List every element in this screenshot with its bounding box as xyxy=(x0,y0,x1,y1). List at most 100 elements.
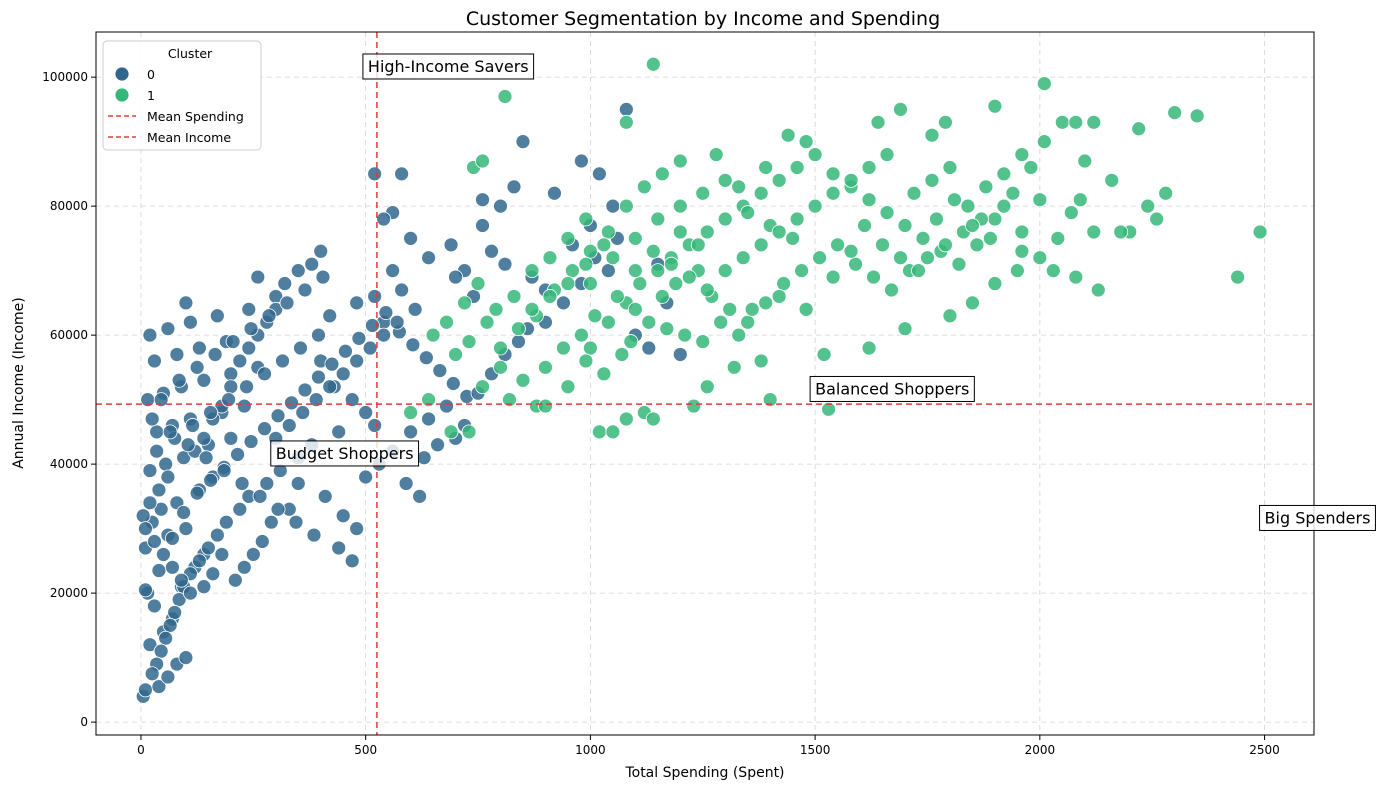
x-tick-label: 0 xyxy=(137,743,145,757)
data-point-cluster-1 xyxy=(515,372,531,388)
data-point-cluster-0 xyxy=(293,340,308,356)
data-point-cluster-1 xyxy=(1158,185,1174,201)
data-point-cluster-0 xyxy=(497,256,513,272)
data-point-cluster-1 xyxy=(596,366,612,382)
data-point-cluster-0 xyxy=(349,353,365,369)
data-point-cluster-1 xyxy=(830,237,845,253)
data-point-cluster-0 xyxy=(281,418,297,433)
data-point-cluster-1 xyxy=(659,321,675,337)
data-point-cluster-1 xyxy=(794,263,810,279)
data-point-cluster-0 xyxy=(203,472,219,488)
y-tick-label: 40000 xyxy=(50,457,88,471)
data-point-cluster-1 xyxy=(1005,185,1021,201)
data-point-cluster-0 xyxy=(252,488,268,504)
data-point-cluster-1 xyxy=(798,301,814,317)
data-point-cluster-0 xyxy=(160,321,176,337)
data-point-cluster-0 xyxy=(418,350,434,366)
data-point-cluster-0 xyxy=(475,218,490,233)
data-point-cluster-1 xyxy=(497,89,513,104)
data-point-cluster-1 xyxy=(861,160,877,175)
data-point-cluster-1 xyxy=(641,314,657,330)
data-point-cluster-1 xyxy=(403,405,419,420)
data-point-cluster-1 xyxy=(578,256,594,272)
data-point-cluster-1 xyxy=(1014,147,1030,162)
data-point-cluster-1 xyxy=(1104,172,1120,188)
data-point-cluster-0 xyxy=(144,411,160,427)
data-point-cluster-1 xyxy=(915,230,931,246)
data-point-cluster-1 xyxy=(776,276,792,291)
data-point-cluster-0 xyxy=(151,482,167,498)
data-point-cluster-1 xyxy=(879,205,895,220)
data-point-cluster-1 xyxy=(807,147,823,162)
data-point-cluster-1 xyxy=(965,295,980,311)
data-point-cluster-0 xyxy=(311,327,326,343)
data-point-cluster-0 xyxy=(515,134,531,150)
data-point-cluster-0 xyxy=(556,295,571,311)
data-point-cluster-1 xyxy=(857,218,872,233)
data-point-cluster-0 xyxy=(178,650,194,666)
data-point-cluster-0 xyxy=(169,347,185,362)
data-point-cluster-0 xyxy=(288,514,304,530)
data-point-cluster-0 xyxy=(162,617,178,633)
data-point-cluster-1 xyxy=(1045,263,1061,279)
data-point-cluster-1 xyxy=(987,276,1003,291)
data-point-cluster-0 xyxy=(421,411,436,427)
data-point-cluster-0 xyxy=(430,437,445,453)
data-point-cluster-0 xyxy=(362,340,378,356)
data-point-cluster-1 xyxy=(996,166,1012,182)
data-point-cluster-0 xyxy=(257,421,272,437)
data-point-cluster-1 xyxy=(672,198,688,214)
data-point-cluster-1 xyxy=(556,340,571,356)
data-point-cluster-0 xyxy=(160,469,176,485)
data-point-cluster-0 xyxy=(232,501,248,517)
data-point-cluster-0 xyxy=(270,408,286,424)
data-point-cluster-1 xyxy=(960,198,976,214)
data-point-cluster-1 xyxy=(542,289,558,304)
data-point-cluster-0 xyxy=(153,643,169,659)
data-point-cluster-1 xyxy=(717,172,733,188)
data-point-cluster-0 xyxy=(223,366,239,382)
data-point-cluster-0 xyxy=(147,534,162,549)
data-point-cluster-1 xyxy=(506,289,522,304)
data-point-cluster-1 xyxy=(1023,160,1039,175)
data-point-cluster-1 xyxy=(618,198,634,214)
data-point-cluster-0 xyxy=(389,314,405,330)
data-point-cluster-0 xyxy=(306,527,322,543)
data-point-cluster-0 xyxy=(475,192,490,208)
data-point-cluster-0 xyxy=(493,198,508,214)
data-point-cluster-1 xyxy=(677,327,693,343)
data-point-cluster-0 xyxy=(344,553,360,569)
legend-label-mean-spending: Mean Spending xyxy=(147,109,244,124)
y-tick-label: 60000 xyxy=(50,328,88,342)
data-point-cluster-1 xyxy=(812,250,828,266)
data-point-cluster-1 xyxy=(753,353,769,369)
data-point-cluster-0 xyxy=(358,469,374,485)
data-point-cluster-0 xyxy=(349,521,365,537)
data-point-cluster-0 xyxy=(331,540,347,556)
data-point-cluster-0 xyxy=(178,521,194,537)
data-point-cluster-0 xyxy=(547,185,562,201)
data-point-cluster-1 xyxy=(493,359,508,375)
annotation-box: Big Spenders xyxy=(1259,504,1376,531)
data-point-cluster-1 xyxy=(538,398,553,414)
data-point-cluster-0 xyxy=(351,330,367,346)
data-point-cluster-0 xyxy=(158,630,174,646)
data-point-cluster-0 xyxy=(407,301,423,317)
data-point-cluster-0 xyxy=(394,282,410,298)
data-point-cluster-0 xyxy=(138,682,153,698)
legend-marker-cluster-1 xyxy=(114,87,130,103)
data-point-cluster-0 xyxy=(261,308,277,324)
data-point-cluster-0 xyxy=(241,301,257,317)
data-point-cluster-0 xyxy=(178,295,194,311)
data-point-cluster-1 xyxy=(560,379,576,395)
data-point-cluster-0 xyxy=(322,379,338,395)
data-point-cluster-1 xyxy=(843,172,859,188)
data-point-cluster-1 xyxy=(560,276,576,291)
data-point-cluster-1 xyxy=(538,359,553,375)
data-point-cluster-1 xyxy=(511,321,526,337)
data-point-cluster-0 xyxy=(279,295,295,311)
data-point-cluster-1 xyxy=(542,250,558,266)
data-point-cluster-0 xyxy=(290,476,306,491)
y-axis-ticks: 0 20000 40000 60000 80000 100000 xyxy=(42,70,96,729)
data-point-cluster-1 xyxy=(1032,192,1048,208)
